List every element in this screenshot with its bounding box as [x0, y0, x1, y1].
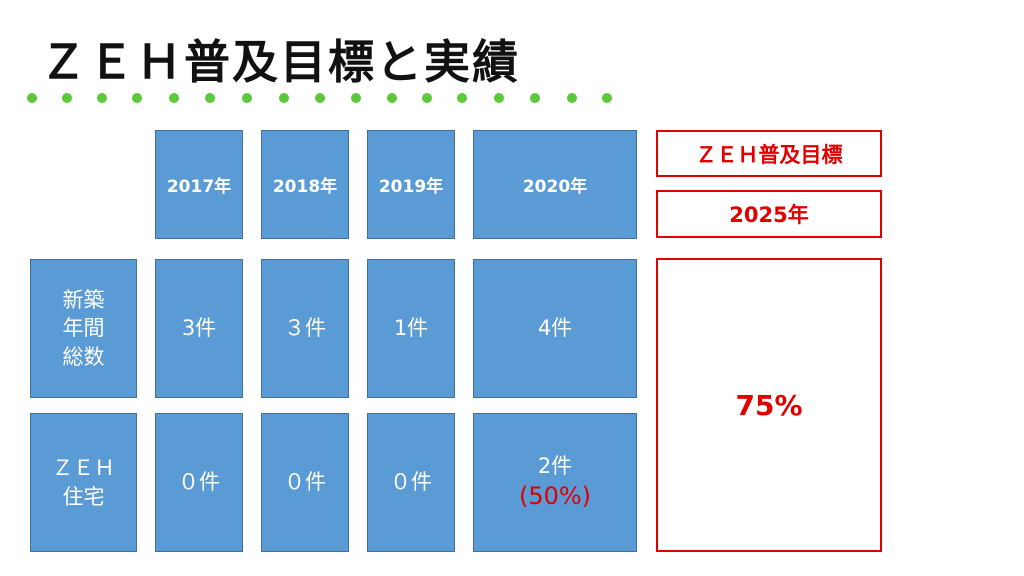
- year-text: 2019年: [378, 177, 444, 197]
- cell-text: ３件: [284, 316, 326, 341]
- cell: 4件: [473, 259, 637, 398]
- target-year-box: 2025年: [656, 190, 882, 238]
- row-label-line: 総数: [62, 344, 105, 369]
- cell-text: 1件: [393, 316, 429, 341]
- cell: ０件: [367, 413, 455, 552]
- target-year: 2025年: [729, 203, 809, 227]
- cell: 3件: [155, 259, 243, 398]
- row-label-line: 住宅: [62, 484, 105, 509]
- cell: ３件: [261, 259, 349, 398]
- target-value: 75%: [735, 388, 803, 422]
- year-text: 2018年: [272, 177, 338, 197]
- ratio-note: (50%): [518, 482, 592, 511]
- title-underline-dots: [27, 93, 612, 103]
- cell-text: 2件: [537, 454, 573, 479]
- year-header: 2018年: [261, 130, 349, 239]
- cell: ０件: [155, 413, 243, 552]
- cell-text: ０件: [390, 470, 432, 495]
- year-header: 2017年: [155, 130, 243, 239]
- target-title-box: ＺＥＨ普及目標: [656, 130, 882, 177]
- target-title: ＺＥＨ普及目標: [695, 142, 843, 167]
- year-text: 2017年: [166, 177, 232, 197]
- slide-title: ＺＥＨ普及目標と実績: [40, 35, 520, 89]
- row-label: 新築 年間 総数: [30, 259, 137, 398]
- cell-text: 4件: [537, 316, 573, 341]
- row-label-line: ＺＥＨ: [52, 456, 115, 481]
- cell: 2件 (50%): [473, 413, 637, 552]
- year-text: 2020年: [522, 177, 588, 197]
- cell-text: 3件: [181, 316, 217, 341]
- target-value-box: 75%: [656, 258, 882, 552]
- cell: ０件: [261, 413, 349, 552]
- year-header: 2020年: [473, 130, 637, 239]
- row-label: ＺＥＨ 住宅: [30, 413, 137, 552]
- row-label-line: 新築: [62, 287, 105, 312]
- row-label-line: 年間: [62, 316, 105, 341]
- cell-text: ０件: [284, 470, 326, 495]
- cell-text: ０件: [178, 470, 220, 495]
- year-header: 2019年: [367, 130, 455, 239]
- cell: 1件: [367, 259, 455, 398]
